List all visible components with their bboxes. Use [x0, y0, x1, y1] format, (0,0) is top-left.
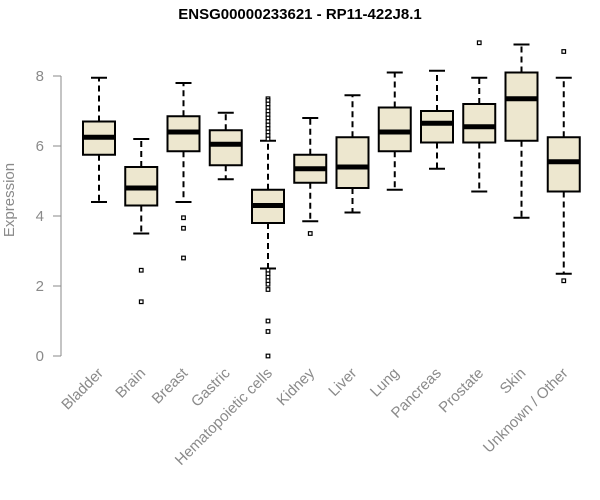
outlier-point: [138, 267, 144, 273]
box-7: [377, 71, 412, 191]
outlier-point: [181, 215, 186, 221]
box-2: [166, 82, 201, 261]
box-iqr: [377, 106, 412, 153]
y-axis-title: Expression: [1, 163, 18, 237]
outlier-point: [138, 299, 144, 305]
outlier-point: [476, 40, 482, 46]
outlier-point: [181, 225, 186, 231]
box-iqr: [504, 71, 539, 142]
box-8: [420, 69, 454, 170]
box-iqr: [462, 103, 497, 144]
x-tick-label: Prostate: [436, 365, 488, 417]
y-tick-label: 0: [36, 348, 44, 365]
x-tick-label: Bladder: [58, 365, 107, 414]
outlier-point: [307, 231, 313, 236]
chart-title: ENSG00000233621 - RP11-422J8.1: [178, 6, 422, 23]
box-0: [82, 76, 116, 203]
outlier-point: [265, 318, 271, 324]
box-3: [208, 111, 243, 181]
outlier-point: [265, 281, 271, 287]
y-tick-label: 8: [36, 68, 44, 85]
outlier-point: [265, 353, 271, 359]
x-tick-label: Kidney: [274, 364, 319, 409]
box-10: [504, 43, 539, 219]
box-11: [546, 49, 581, 284]
y-tick-label: 6: [36, 138, 44, 155]
boxes-group: [82, 40, 581, 359]
outlier-point: [561, 49, 567, 54]
x-tick-label: Liver: [325, 365, 360, 400]
box-5: [293, 117, 328, 236]
x-tick-label: Lung: [367, 365, 403, 401]
y-tick-label: 4: [36, 208, 44, 225]
box-6: [335, 94, 370, 214]
box-4: [251, 96, 285, 359]
y-axis-ticks: 0 2 4 6 8: [36, 68, 61, 365]
outlier-point: [265, 136, 271, 142]
box-1: [124, 138, 159, 305]
y-tick-label: 2: [36, 278, 44, 295]
box-iqr: [208, 129, 243, 167]
outlier-point: [181, 255, 186, 261]
x-tick-label: Breast: [149, 364, 192, 407]
outlier-point: [265, 287, 271, 292]
outlier-point: [265, 329, 271, 334]
box-9: [462, 40, 497, 193]
box-iqr: [546, 136, 581, 193]
box-iqr: [420, 110, 454, 144]
outlier-point: [561, 278, 567, 284]
x-tick-label: Brain: [112, 365, 149, 402]
box-iqr: [335, 136, 370, 189]
x-tick-label: Skin: [497, 365, 530, 398]
